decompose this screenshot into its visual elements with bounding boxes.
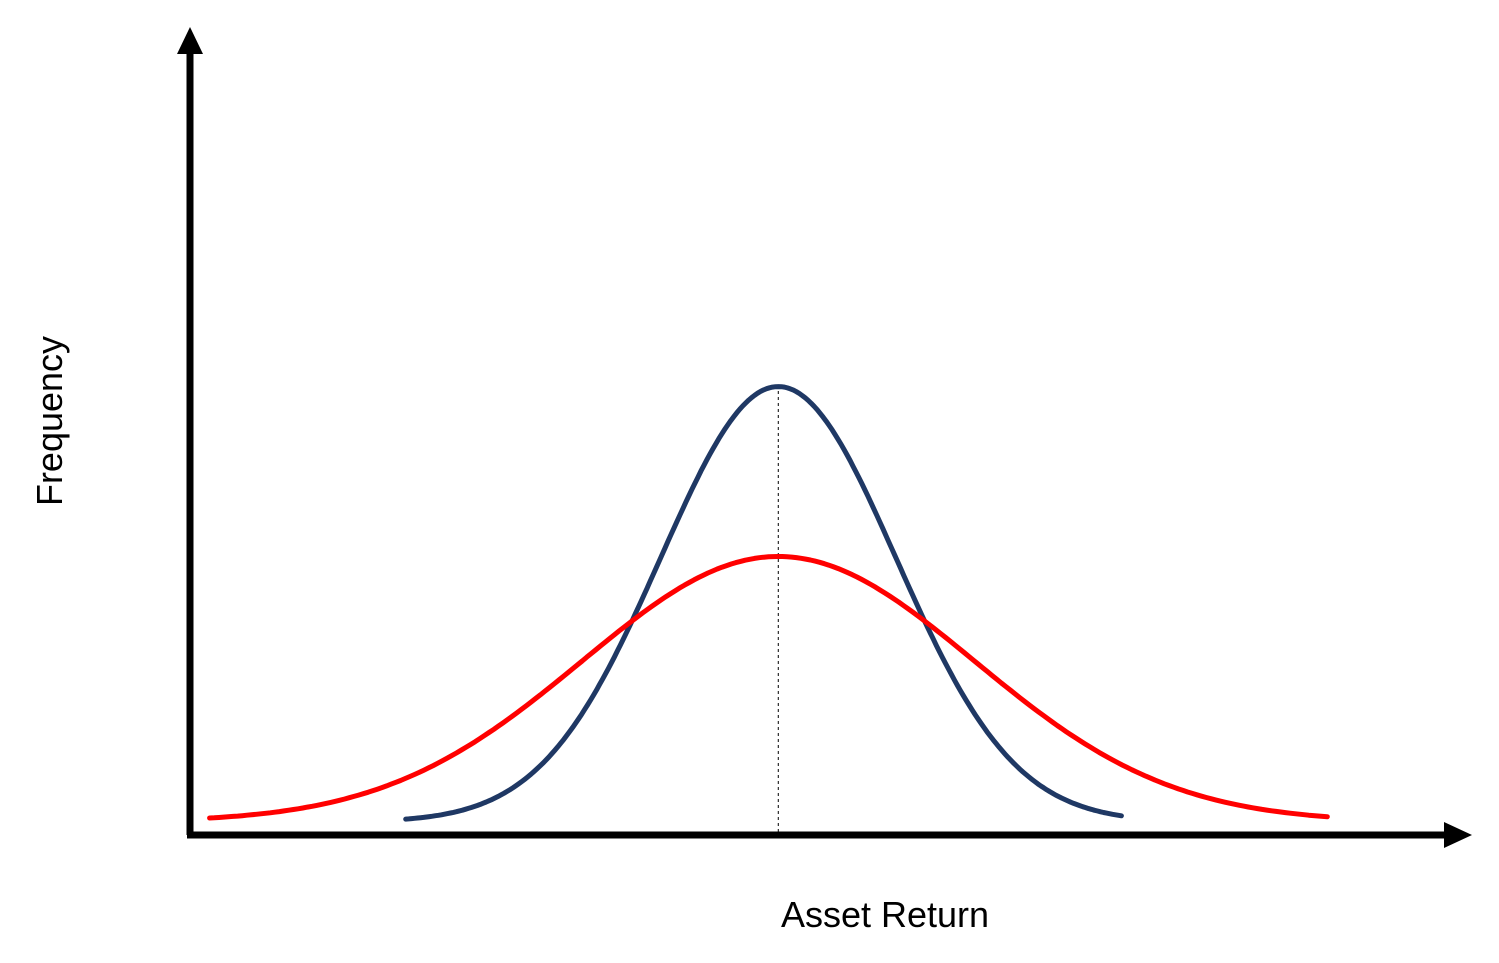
y-axis-label: Frequency [29,336,70,506]
axes [177,27,1472,848]
x-axis-arrow-icon [1444,822,1472,848]
x-axis-label: Asset Return [781,894,989,935]
series-group [207,384,1330,822]
y-axis-arrow-icon [177,27,203,54]
series-curve-1 [403,384,1124,822]
series-curve-2 [207,554,1330,821]
